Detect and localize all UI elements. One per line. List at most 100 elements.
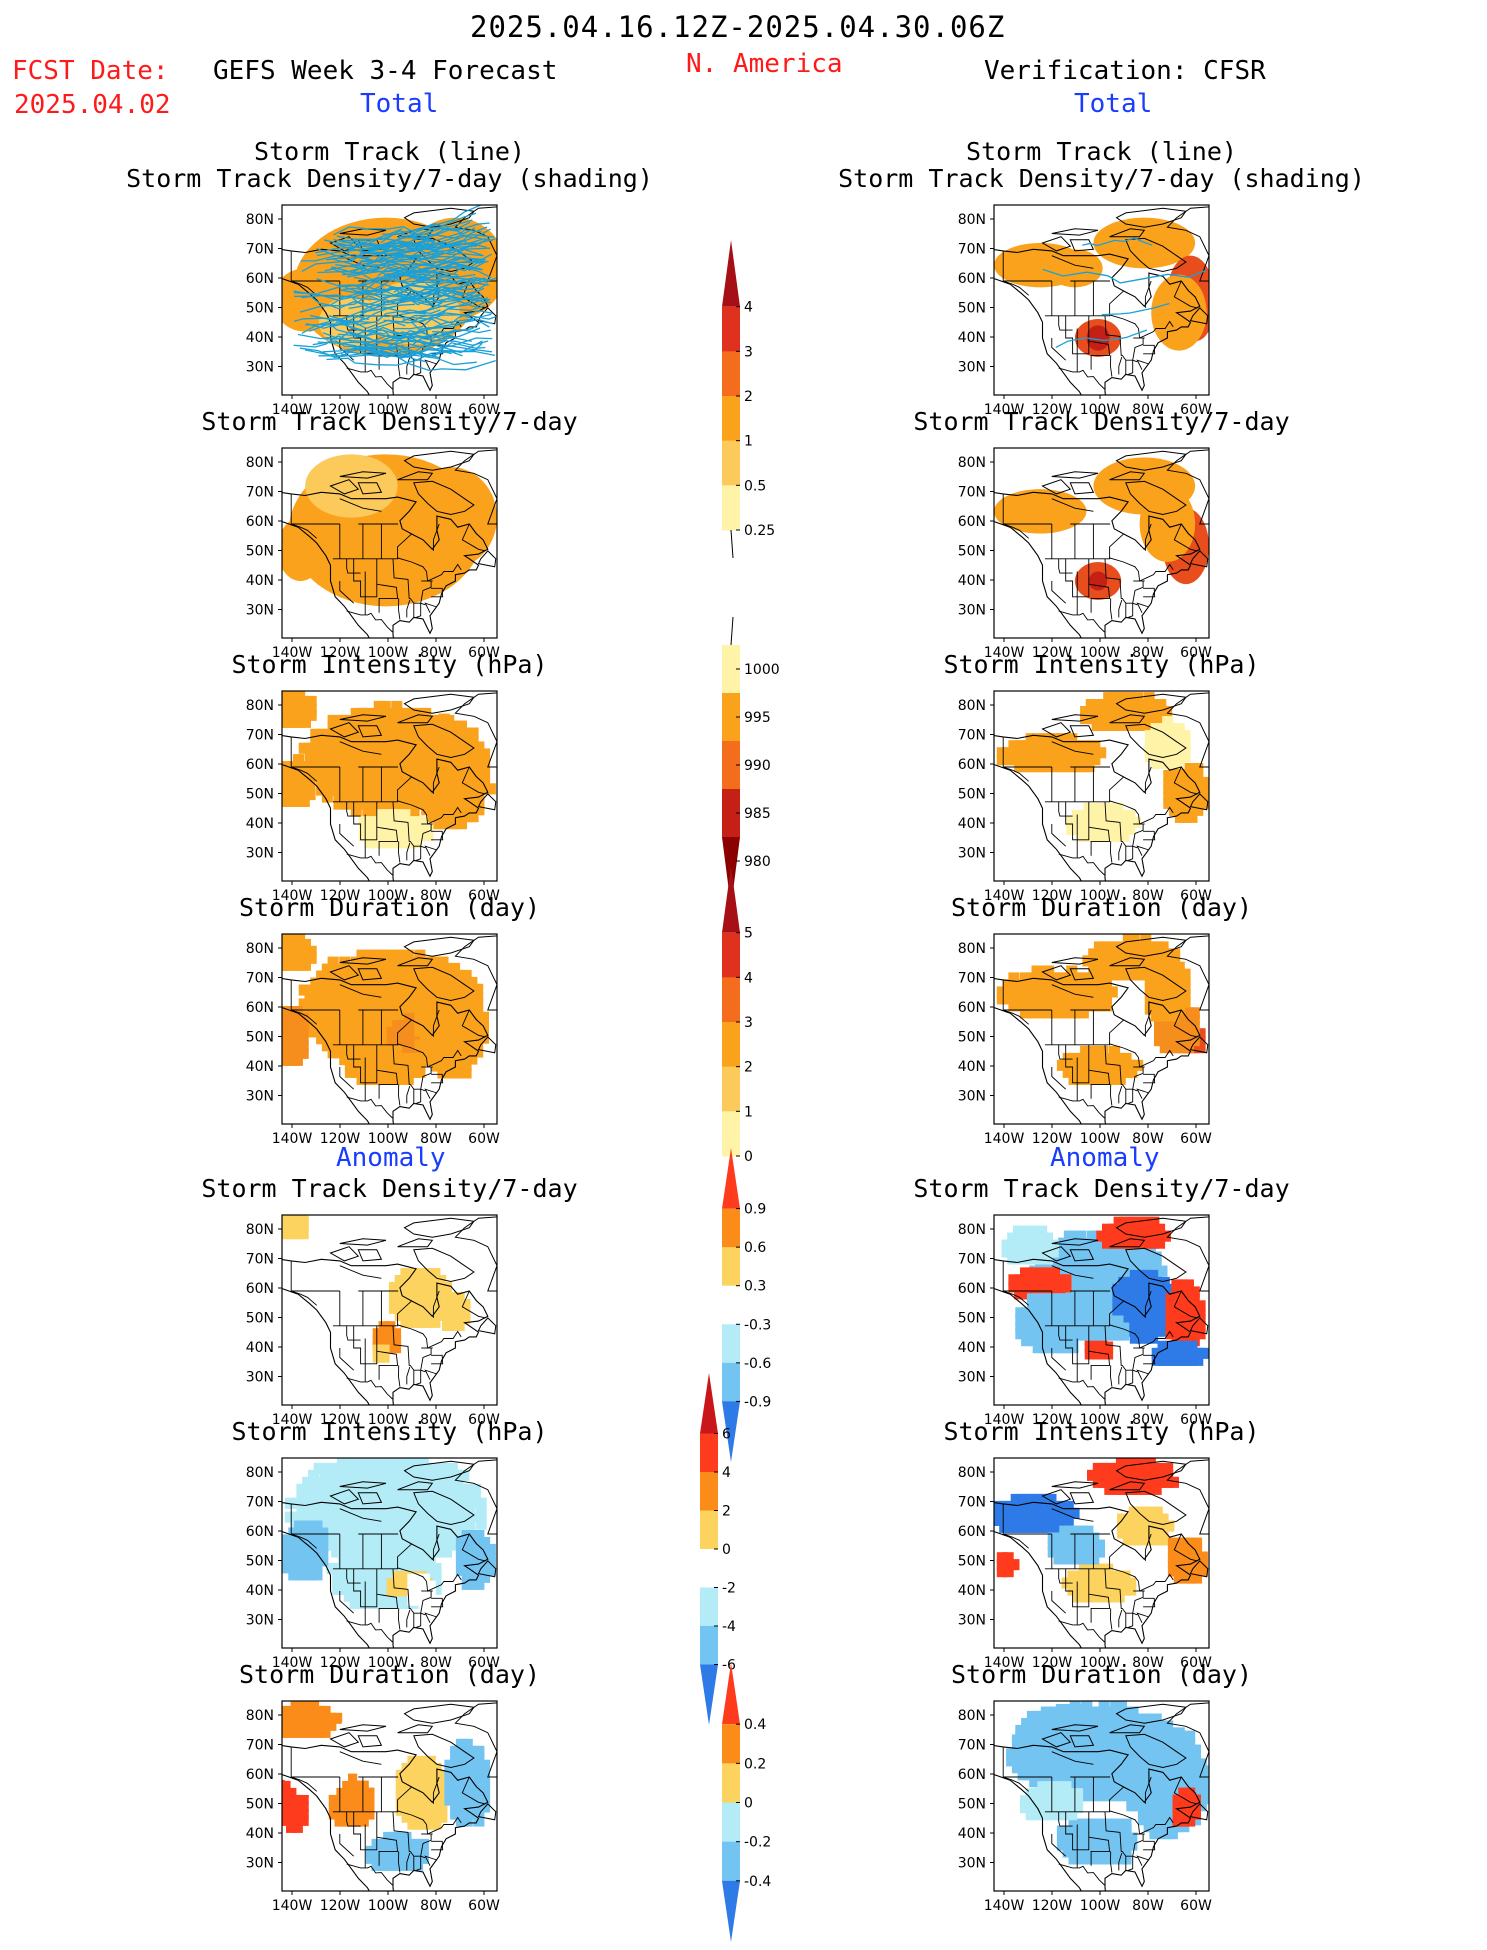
shading-cell (1101, 979, 1112, 990)
shading-cell (1036, 1226, 1047, 1237)
storm-track-line (327, 358, 428, 365)
island-outline (1070, 240, 1093, 251)
panel-title: Storm Track Density/7-day (752, 407, 1452, 436)
border-line (1111, 355, 1112, 376)
lat-tick-label: 30N (958, 1613, 986, 1629)
lon-tick-label: 100W (368, 1898, 409, 1914)
lon-tick-label: 140W (984, 1131, 1025, 1147)
border-line (1119, 357, 1122, 374)
border-line (416, 1348, 431, 1384)
island-outline (1070, 726, 1093, 737)
lat-tick-label: 60N (246, 1524, 274, 1540)
border-line (407, 1086, 410, 1103)
border-line (1059, 1621, 1105, 1642)
shading-cell (1097, 1046, 1108, 1057)
border-line (1052, 824, 1066, 846)
total-label-right: Total (1074, 89, 1152, 119)
shading-cell (1121, 1053, 1132, 1064)
lon-tick-label: 60W (468, 1898, 500, 1914)
lat-tick-label: 60N (246, 1281, 274, 1297)
lat-tick-label: 60N (246, 757, 274, 773)
lat-tick-label: 40N (246, 330, 274, 346)
border-line (1059, 368, 1105, 389)
shading-cell (306, 696, 317, 707)
border-line (1119, 843, 1122, 860)
panel-title: Storm Intensity (hPa) (752, 1417, 1452, 1446)
lon-tick-label: 120W (1032, 1131, 1073, 1147)
lon-tick-label: 100W (1080, 1131, 1121, 1147)
shading-cell (1189, 1007, 1200, 1018)
shading-cell (456, 721, 467, 732)
shading-cell (1155, 699, 1166, 710)
lat-tick-label: 70N (246, 971, 274, 987)
lat-tick-label: 30N (246, 846, 274, 862)
lon-tick-label: 80W (1132, 1131, 1164, 1147)
border-line (347, 1378, 393, 1399)
shading-area (1089, 572, 1107, 591)
lat-tick-label: 60N (246, 271, 274, 287)
border-line (347, 368, 393, 389)
border-line (1128, 1591, 1143, 1627)
shading-cell (1174, 723, 1185, 734)
lat-tick-label: 40N (246, 1583, 274, 1599)
lat-tick-label: 50N (958, 544, 986, 560)
lat-tick-label: 40N (246, 573, 274, 589)
shading-cell (293, 754, 304, 765)
island-outline (398, 1239, 433, 1247)
island-outline (1070, 483, 1093, 494)
lat-tick-label: 50N (246, 1554, 274, 1570)
lat-tick-label: 70N (958, 242, 986, 258)
island-outline (405, 1704, 474, 1723)
border-line (347, 1097, 393, 1118)
lon-tick-label: 120W (320, 1898, 361, 1914)
lat-tick-label: 80N (958, 455, 986, 471)
panel-title: Storm Track (line) (40, 137, 740, 166)
fcst-date-value: 2025.04.02 (14, 90, 171, 120)
border-line (1111, 1084, 1112, 1105)
lat-tick-label: 70N (958, 728, 986, 744)
lat-tick-label: 80N (958, 698, 986, 714)
lon-tick-label: 120W (320, 1131, 361, 1147)
shading-cell (461, 970, 472, 981)
lat-tick-label: 80N (958, 1465, 986, 1481)
lat-tick-label: 30N (958, 1089, 986, 1105)
lat-tick-label: 50N (958, 1030, 986, 1046)
shading-cell (413, 1549, 424, 1560)
lat-tick-label: 50N (246, 301, 274, 317)
border-line (1059, 1097, 1105, 1118)
shading-cell (384, 1321, 395, 1332)
border-line (1059, 854, 1105, 875)
fcst-date-label: FCST Date: (12, 56, 169, 86)
shading-cell (1162, 716, 1173, 727)
shading-cell (414, 1053, 425, 1064)
lon-tick-label: 60W (468, 1131, 500, 1147)
shading-cell (320, 1706, 331, 1717)
lat-tick-label: 40N (958, 1340, 986, 1356)
shading-cell (1198, 1348, 1209, 1359)
shading-cell (447, 1463, 458, 1474)
lon-tick-label: 80W (420, 1131, 452, 1147)
panel-title: Storm Intensity (hPa) (40, 650, 740, 679)
shading-cell (399, 809, 410, 820)
border-line (1110, 534, 1124, 558)
lat-tick-label: 50N (246, 1311, 274, 1327)
shading-cell (311, 1521, 322, 1532)
border-line (1119, 1086, 1122, 1103)
lat-tick-label: 80N (246, 455, 274, 471)
shading-cell (298, 1214, 309, 1225)
period-title: 2025.04.16.12Z-2025.04.30.06Z (470, 10, 1005, 44)
lon-tick-label: 80W (420, 1898, 452, 1914)
lon-tick-label: 140W (272, 1131, 313, 1147)
lat-tick-label: 50N (246, 1030, 274, 1046)
shading-cell (403, 950, 414, 961)
lat-tick-label: 60N (958, 1524, 986, 1540)
border-line (347, 854, 393, 875)
border-line (1111, 1365, 1112, 1386)
panel-title: Storm Track (line) (752, 137, 1452, 166)
panel-title: Storm Track Density/7-day (shading) (752, 164, 1452, 193)
